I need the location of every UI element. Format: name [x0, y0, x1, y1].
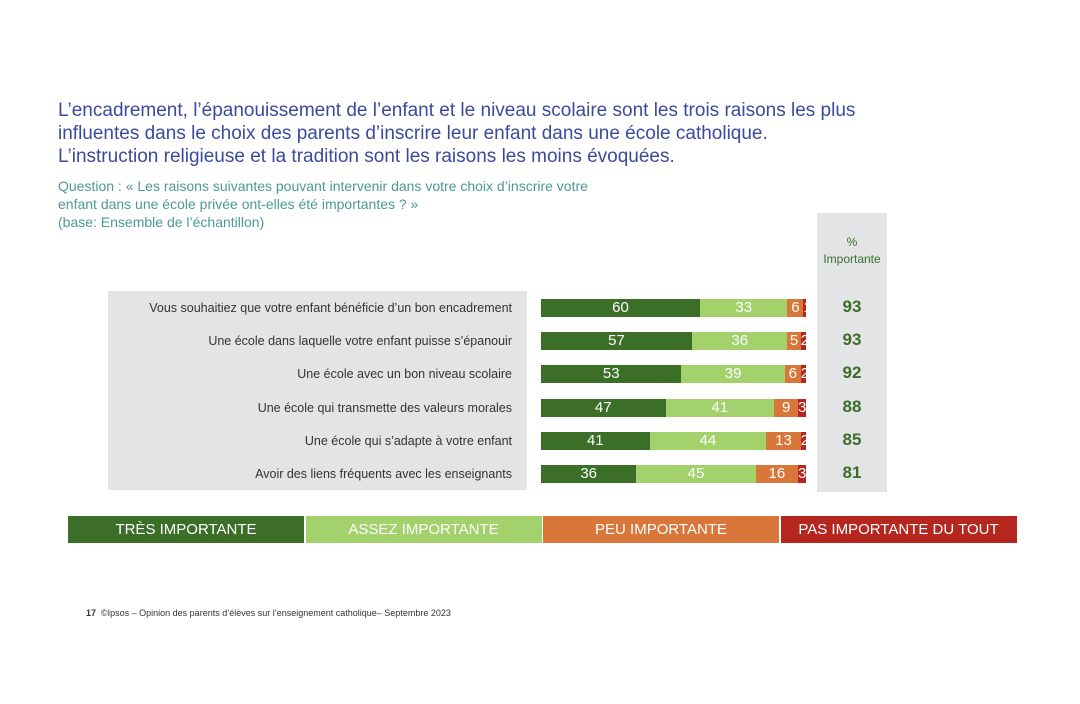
- bar-segment: 2: [800, 365, 810, 384]
- totals-header: %: [846, 235, 858, 249]
- category-label: Vous souhaitiez que votre enfant bénéfic…: [149, 301, 512, 315]
- category-label: Une école qui transmette des valeurs mor…: [257, 400, 512, 415]
- total-value: 92: [842, 363, 862, 383]
- category-label: Avoir des liens fréquents avec les ensei…: [255, 467, 512, 481]
- bar-segment: 36: [541, 465, 637, 483]
- title: L’encadrement, l’épanouissement de l’enf…: [58, 100, 856, 121]
- legend-item: PAS IMPORTANTE DU TOUT: [780, 516, 1017, 543]
- subtitle: Question : « Les raisons suivantes pouva…: [58, 178, 588, 194]
- legend-item: PEU IMPORTANTE: [543, 516, 779, 543]
- footer: ©Ipsos – Opinion des parents d’élèves su…: [101, 608, 451, 618]
- bar-segment: 44: [649, 431, 767, 450]
- category-label: Une école avec un bon niveau scolaire: [297, 367, 512, 382]
- bar-segment: 33: [700, 299, 788, 317]
- subtitle: enfant dans une école privée ont-elles é…: [58, 196, 419, 212]
- bar-segment: 3: [798, 465, 807, 483]
- bar-segment: 36: [692, 332, 788, 351]
- bar-segment: 2: [800, 332, 810, 351]
- bar-segment: 13: [766, 431, 801, 450]
- bar-segment: 2: [800, 431, 810, 450]
- total-value: 93: [842, 297, 862, 316]
- bar-segment: 41: [541, 431, 650, 450]
- category-label: Une école dans laquelle votre enfant pui…: [208, 334, 512, 349]
- bar-segment: 5: [787, 332, 801, 351]
- totals-header: Importante: [823, 252, 881, 266]
- bar-segment: 9: [774, 398, 799, 417]
- bar-segment: 41: [665, 398, 775, 417]
- total-value: 85: [842, 429, 862, 449]
- category-box: [108, 291, 527, 490]
- totals-box: [817, 213, 887, 492]
- bar-segment: 53: [541, 365, 682, 384]
- bar-segment: 16: [755, 465, 799, 483]
- title: L’instruction religieuse et la tradition…: [58, 146, 675, 167]
- bar-segment: 3: [798, 398, 807, 417]
- title: influentes dans le choix des parents d’i…: [58, 123, 768, 144]
- bar-segment: 6: [784, 365, 801, 384]
- total-value: 93: [842, 330, 862, 350]
- bar-segment: 1: [803, 299, 812, 317]
- bar-segment: 45: [636, 465, 756, 483]
- legend-item: TRÈS IMPORTANTE: [68, 516, 304, 543]
- bar-segment: 47: [541, 398, 666, 417]
- total-value: 88: [842, 396, 862, 416]
- page-number: 17: [86, 608, 97, 618]
- subtitle: (base: Ensemble de l’échantillon): [58, 214, 265, 230]
- total-value: 81: [842, 463, 862, 482]
- category-label: Une école qui s’adapte à votre enfant: [304, 433, 512, 448]
- bar-segment: 57: [541, 332, 693, 351]
- legend-item: ASSEZ IMPORTANTE: [305, 516, 542, 543]
- bar-segment: 6: [787, 299, 804, 317]
- bar-segment: 39: [681, 365, 785, 384]
- bar-segment: 60: [541, 299, 700, 317]
